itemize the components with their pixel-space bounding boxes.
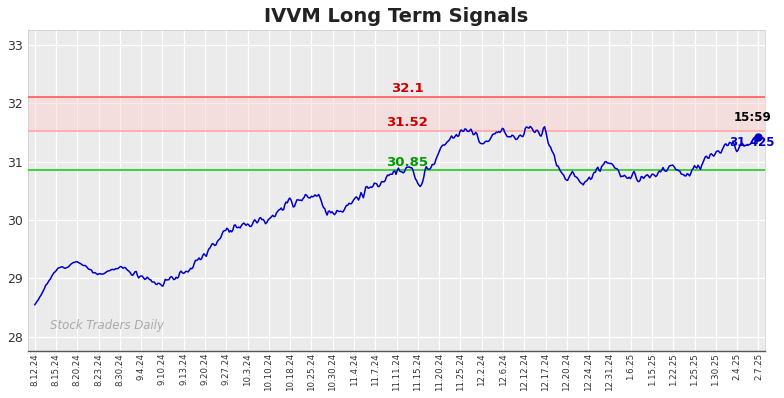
Text: 32.1: 32.1 [391,82,423,94]
Text: 15:59: 15:59 [733,111,771,124]
Text: Stock Traders Daily: Stock Traders Daily [50,319,165,332]
Text: 31.425: 31.425 [729,136,775,149]
Title: IVVM Long Term Signals: IVVM Long Term Signals [264,7,528,26]
Bar [28,98,765,131]
Text: 31.52: 31.52 [387,116,428,129]
Text: 30.85: 30.85 [387,156,428,169]
